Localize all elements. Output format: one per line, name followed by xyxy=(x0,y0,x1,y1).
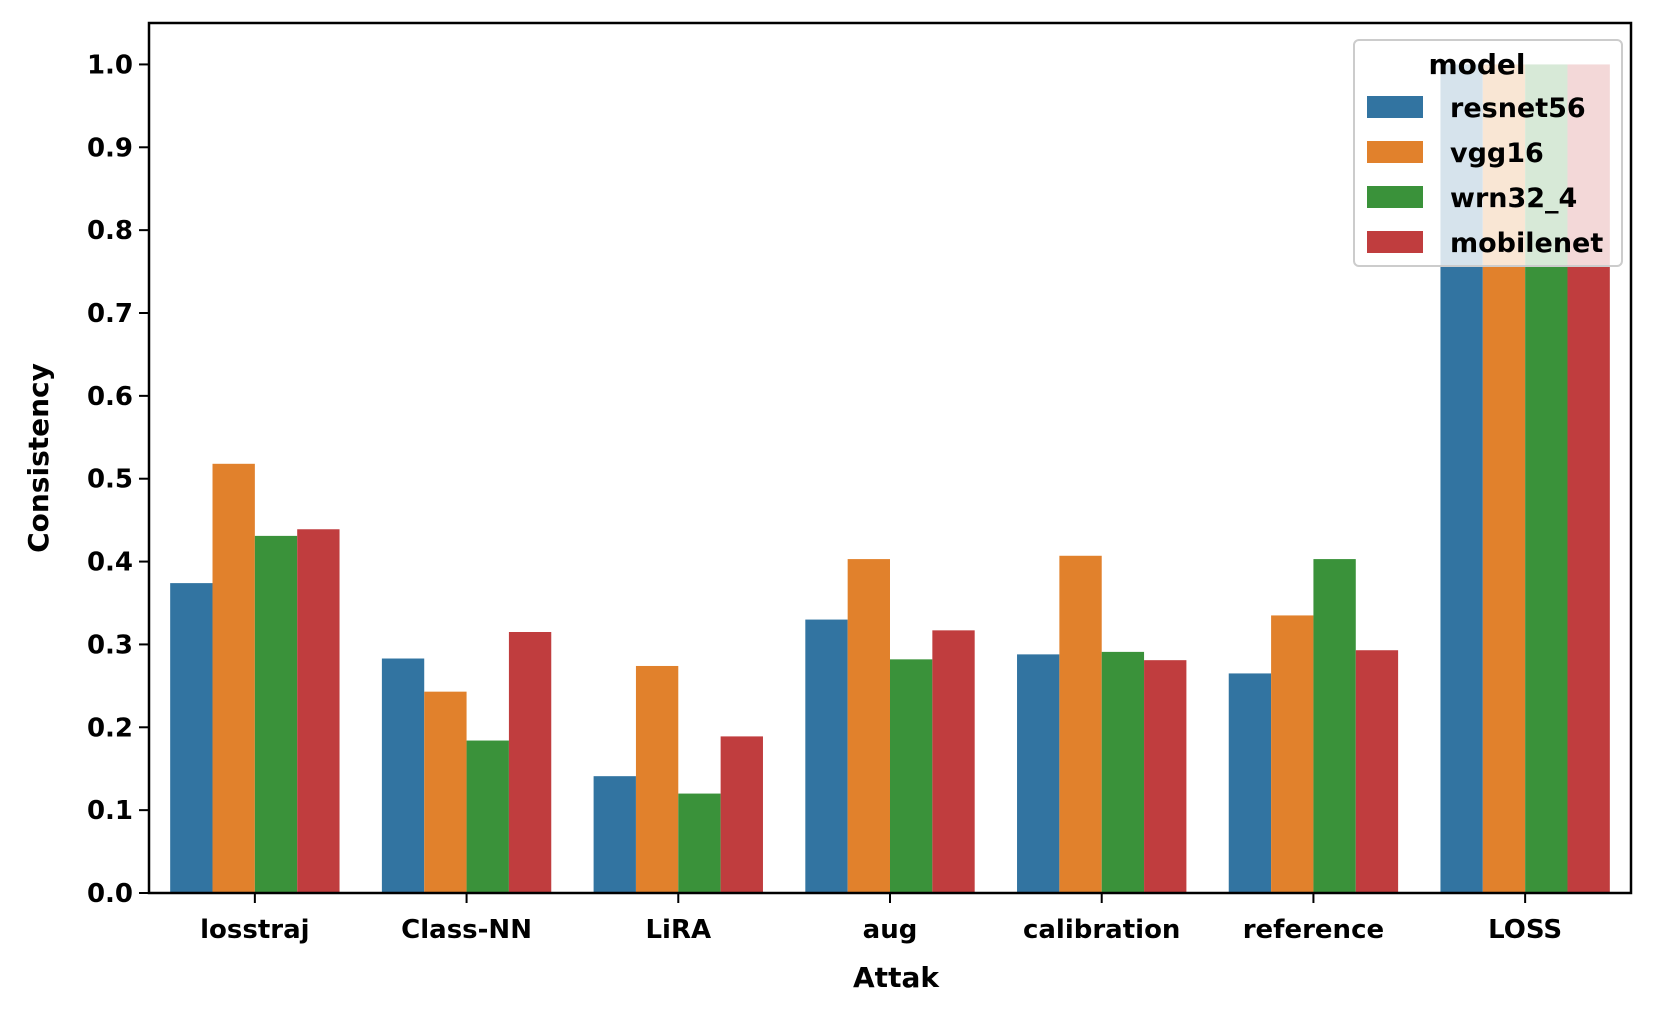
bar-wrn32_4-class-nn xyxy=(466,740,509,893)
bar-mobilenet-lira xyxy=(720,736,763,893)
bar-resnet56-losstraj xyxy=(170,583,213,893)
x-tick-label: calibration xyxy=(1023,915,1180,945)
legend-swatch-mobilenet xyxy=(1367,231,1423,253)
bar-vgg16-losstraj xyxy=(212,463,255,893)
y-tick-label: 0.9 xyxy=(87,133,133,163)
legend-swatch-vgg16 xyxy=(1367,141,1423,163)
y-axis-label: Consistency xyxy=(22,363,55,553)
y-tick-label: 0.3 xyxy=(87,630,133,660)
bar-mobilenet-aug xyxy=(932,630,975,893)
bar-mobilenet-reference xyxy=(1355,650,1399,893)
bar-vgg16-reference xyxy=(1271,615,1314,893)
x-tick-label: aug xyxy=(863,915,918,945)
bar-mobilenet-calibration xyxy=(1144,660,1187,893)
y-tick-label: 1.0 xyxy=(87,50,133,80)
legend-label-wrn32_4: wrn32_4 xyxy=(1450,183,1577,214)
bar-resnet56-aug xyxy=(805,619,848,893)
x-tick-label: LiRA xyxy=(645,915,711,945)
y-tick-label: 0.6 xyxy=(87,382,133,412)
bar-wrn32_4-calibration xyxy=(1101,651,1145,893)
bar-wrn32_4-losstraj xyxy=(254,535,298,893)
bar-vgg16-class-nn xyxy=(424,691,467,893)
legend-label-resnet56: resnet56 xyxy=(1450,93,1586,124)
bar-wrn32_4-reference xyxy=(1313,559,1356,893)
y-tick-label: 0.4 xyxy=(87,548,133,578)
x-tick-label: reference xyxy=(1243,915,1384,945)
y-tick-label: 0.8 xyxy=(87,216,133,246)
y-axis-ticks: 0.0 0.1 0.2 0.3 0.4 0.5 0.6 0.7 0.8 0.9 1.0 xyxy=(87,50,149,909)
legend-swatch-resnet56 xyxy=(1367,96,1423,118)
bar-mobilenet-losstraj xyxy=(297,529,340,893)
x-tick-label: losstraj xyxy=(200,915,309,945)
x-tick-label: Class-NN xyxy=(401,915,532,945)
bar-resnet56-lira xyxy=(593,776,636,893)
bar-mobilenet-class-nn xyxy=(508,632,552,893)
y-tick-label: 0.0 xyxy=(87,879,133,909)
legend-swatch-wrn32_4 xyxy=(1367,186,1423,208)
legend: model resnet56 vgg16 wrn32_4 mobilenet xyxy=(1353,39,1623,267)
y-tick-label: 0.7 xyxy=(87,299,133,329)
x-axis-ticks: losstraj Class-NN LiRA aug calibration refere… xyxy=(200,893,1562,945)
y-tick-label: 0.2 xyxy=(87,713,133,743)
legend-title: model xyxy=(1428,48,1525,81)
bar-resnet56-calibration xyxy=(1017,654,1060,893)
bar-resnet56-class-nn xyxy=(381,658,425,893)
x-tick-label: LOSS xyxy=(1488,915,1562,945)
bar-wrn32_4-lira xyxy=(678,793,721,893)
legend-label-mobilenet: mobilenet xyxy=(1450,228,1603,259)
bar-vgg16-aug xyxy=(847,559,890,893)
bar-vgg16-lira xyxy=(635,665,679,893)
bar-resnet56-reference xyxy=(1228,673,1272,893)
legend-label-vgg16: vgg16 xyxy=(1450,138,1544,169)
bar-wrn32_4-aug xyxy=(890,659,933,893)
y-tick-label: 0.1 xyxy=(87,796,133,826)
bars-group xyxy=(170,64,1610,893)
bar-vgg16-calibration xyxy=(1059,555,1102,893)
x-axis-label: Attak xyxy=(853,961,940,994)
y-tick-label: 0.5 xyxy=(87,465,133,495)
